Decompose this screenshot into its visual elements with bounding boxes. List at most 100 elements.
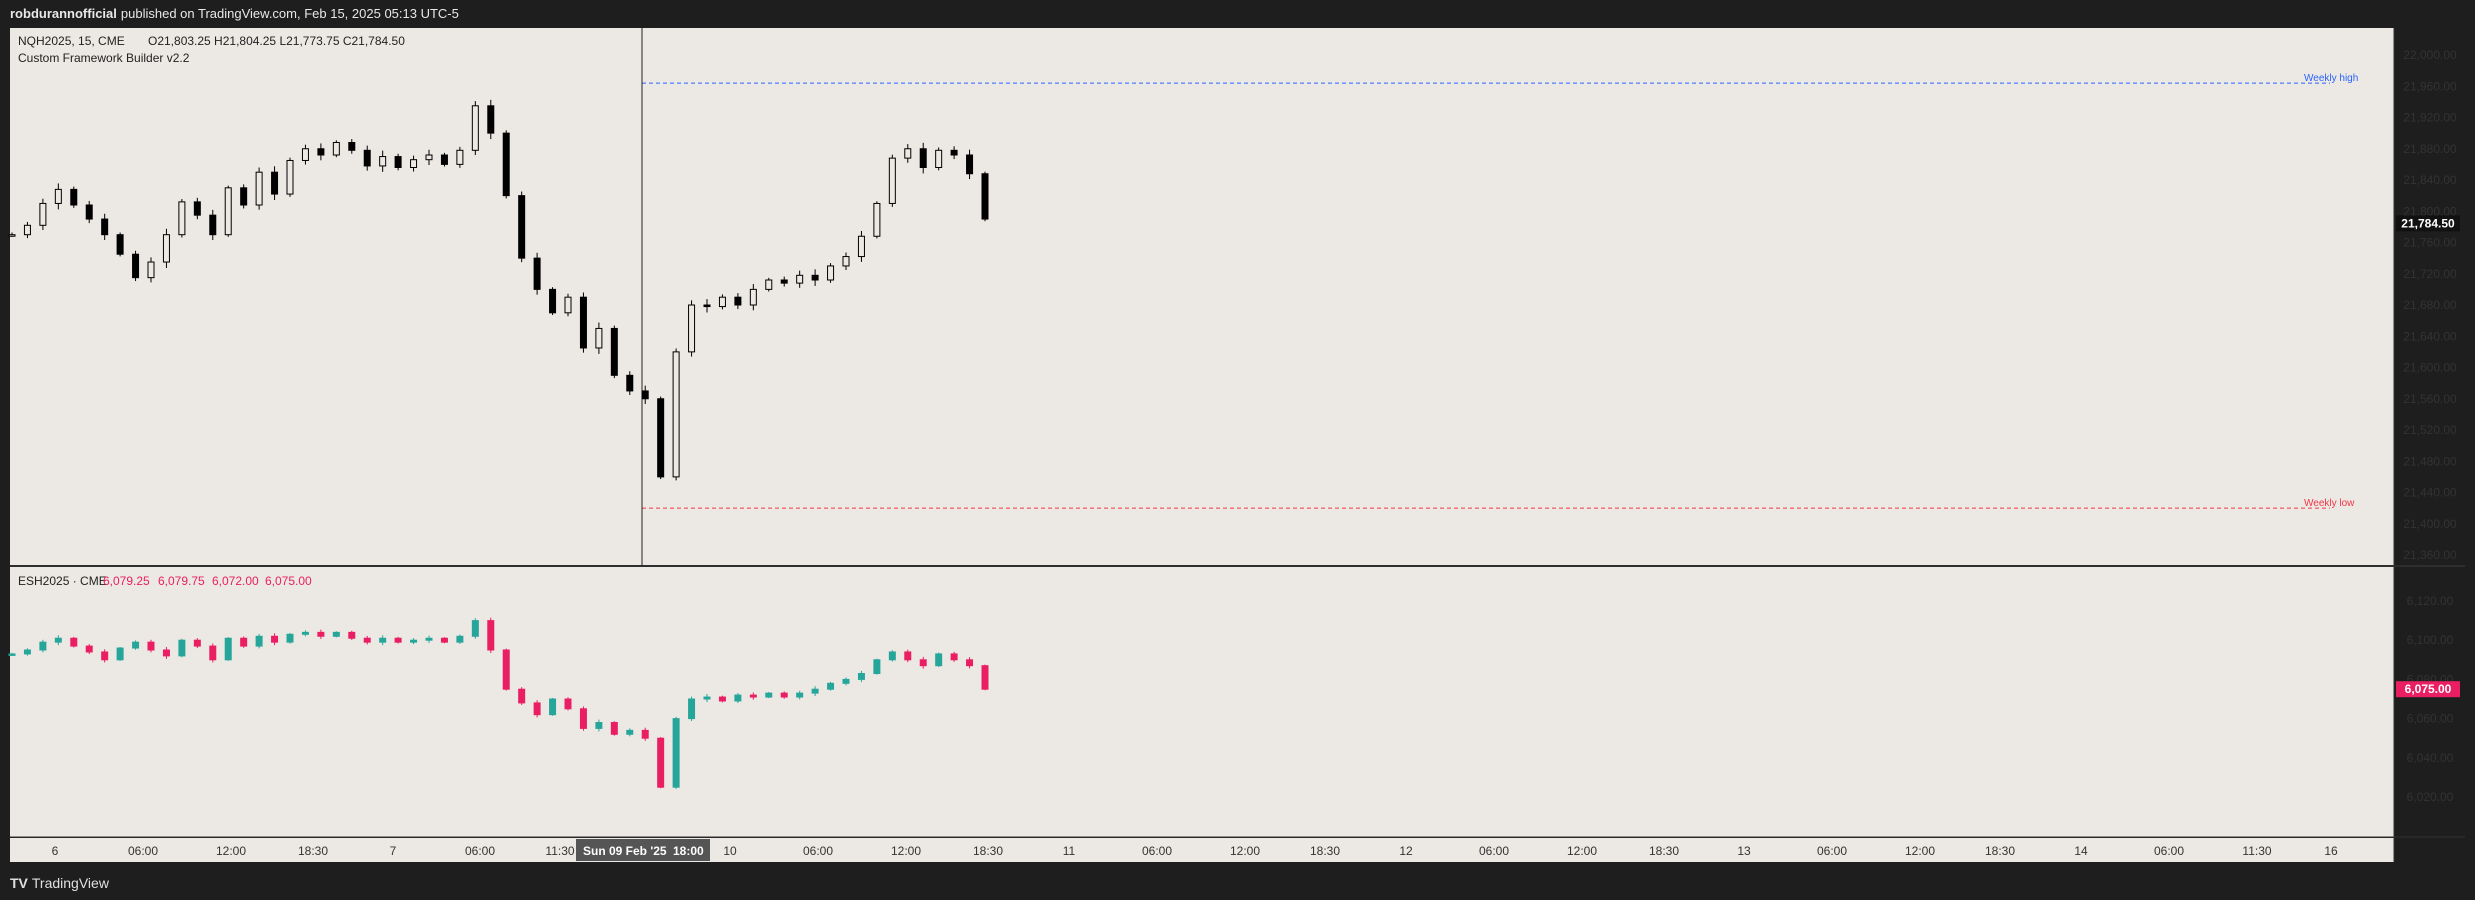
nq-candle[interactable] [950,149,958,156]
es-candle[interactable] [224,637,232,661]
es-candle[interactable] [502,649,510,690]
es-candle[interactable] [811,688,819,694]
es-candle[interactable] [533,702,541,716]
nq-candle[interactable] [394,156,402,168]
nq-candles[interactable] [8,99,989,481]
es-candle[interactable] [70,637,78,647]
nq-candle[interactable] [54,188,62,204]
nq-candle[interactable] [70,188,78,206]
nq-candle[interactable] [425,154,433,161]
nq-candle[interactable] [749,288,757,306]
es-candle[interactable] [857,673,865,680]
es-candle[interactable] [379,637,387,643]
es-candle[interactable] [518,688,526,704]
es-candle[interactable] [348,631,356,639]
nq-candle[interactable] [827,265,835,281]
nq-candle[interactable] [935,149,943,168]
es-candle[interactable] [193,639,201,647]
nq-candle[interactable] [502,132,510,197]
es-candles[interactable] [8,617,989,789]
es-candle[interactable] [132,641,140,649]
es-candle[interactable] [966,659,974,667]
es-candle[interactable] [410,639,418,643]
nq-candle[interactable] [811,274,819,281]
nq-candle[interactable] [518,195,526,259]
nq-candle[interactable] [101,218,109,236]
nq-candle[interactable] [255,171,263,206]
es-candle[interactable] [39,641,47,651]
indicator-name[interactable]: Custom Framework Builder v2.2 [18,51,190,65]
nq-candle[interactable] [765,279,773,290]
es-candle[interactable] [549,698,557,716]
es-symbol[interactable]: ESH2025 · CME [18,574,107,588]
es-candle[interactable] [255,635,263,647]
es-candle[interactable] [162,649,170,657]
es-candle[interactable] [286,633,294,643]
es-candle[interactable] [626,729,634,735]
nq-candle[interactable] [919,148,927,168]
es-candle[interactable] [765,692,773,698]
nq-symbol[interactable]: NQH2025, 15, CME [18,34,125,48]
nq-candle[interactable] [193,201,201,216]
es-candle[interactable] [440,637,448,643]
nq-candle[interactable] [626,374,634,392]
nq-candle[interactable] [533,257,541,290]
es-candle[interactable] [950,653,958,661]
nq-candle[interactable] [8,234,16,237]
nq-price-axis[interactable]: 22,000.00 21,960.00 21,920.00 21,880.00 21,8… [2403,48,2457,562]
nq-candle[interactable] [904,148,912,159]
nq-candle[interactable] [796,274,804,284]
es-candle[interactable] [271,635,279,643]
es-candle[interactable] [873,659,881,675]
nq-candle[interactable] [240,187,248,206]
nq-candle[interactable] [564,296,572,314]
nq-candle[interactable] [549,288,557,314]
es-candle[interactable] [703,696,711,700]
nq-candle[interactable] [317,148,325,156]
es-candle[interactable] [147,641,155,651]
es-candle[interactable] [209,645,217,661]
nq-candle[interactable] [162,234,170,263]
es-candle[interactable] [487,620,495,651]
es-candle[interactable] [734,694,742,702]
nq-candle[interactable] [348,142,356,151]
nq-candle[interactable] [641,390,649,400]
nq-candle[interactable] [579,296,587,349]
es-candle[interactable] [935,653,943,667]
es-candle[interactable] [425,637,433,641]
nq-candle[interactable] [440,154,448,165]
nq-candle[interactable] [456,149,464,165]
es-candle[interactable] [471,620,479,637]
nq-candle[interactable] [116,234,124,255]
nq-candle[interactable] [85,204,93,220]
nq-candle[interactable] [780,279,788,284]
nq-candle[interactable] [301,148,309,161]
es-price-axis[interactable]: 6,120.006,100.006,080.006,060.006,040.00… [2407,594,2454,804]
es-candle[interactable] [240,637,248,647]
upper-pane-bg[interactable] [10,28,2394,565]
es-candle[interactable] [301,631,309,635]
nq-candle[interactable] [981,173,989,220]
es-candle[interactable] [796,692,804,698]
nq-candle[interactable] [888,157,896,204]
nq-candle[interactable] [487,105,495,134]
es-candle[interactable] [749,694,757,698]
es-candle[interactable] [116,647,124,661]
es-candle[interactable] [456,635,464,643]
nq-candle[interactable] [688,304,696,353]
nq-candle[interactable] [410,159,418,168]
nq-candle[interactable] [209,214,217,236]
es-candle[interactable] [827,682,835,690]
es-candle[interactable] [981,665,989,690]
es-candle[interactable] [718,696,726,702]
nq-candle[interactable] [224,187,232,236]
nq-candle[interactable] [178,201,186,236]
nq-candle[interactable] [657,398,665,478]
nq-candle[interactable] [147,261,155,279]
nq-candle[interactable] [842,256,850,267]
es-candle[interactable] [888,651,896,661]
nq-candle[interactable] [132,253,140,279]
es-candle[interactable] [780,692,788,698]
es-candle[interactable] [85,645,93,653]
nq-candle[interactable] [363,149,371,167]
